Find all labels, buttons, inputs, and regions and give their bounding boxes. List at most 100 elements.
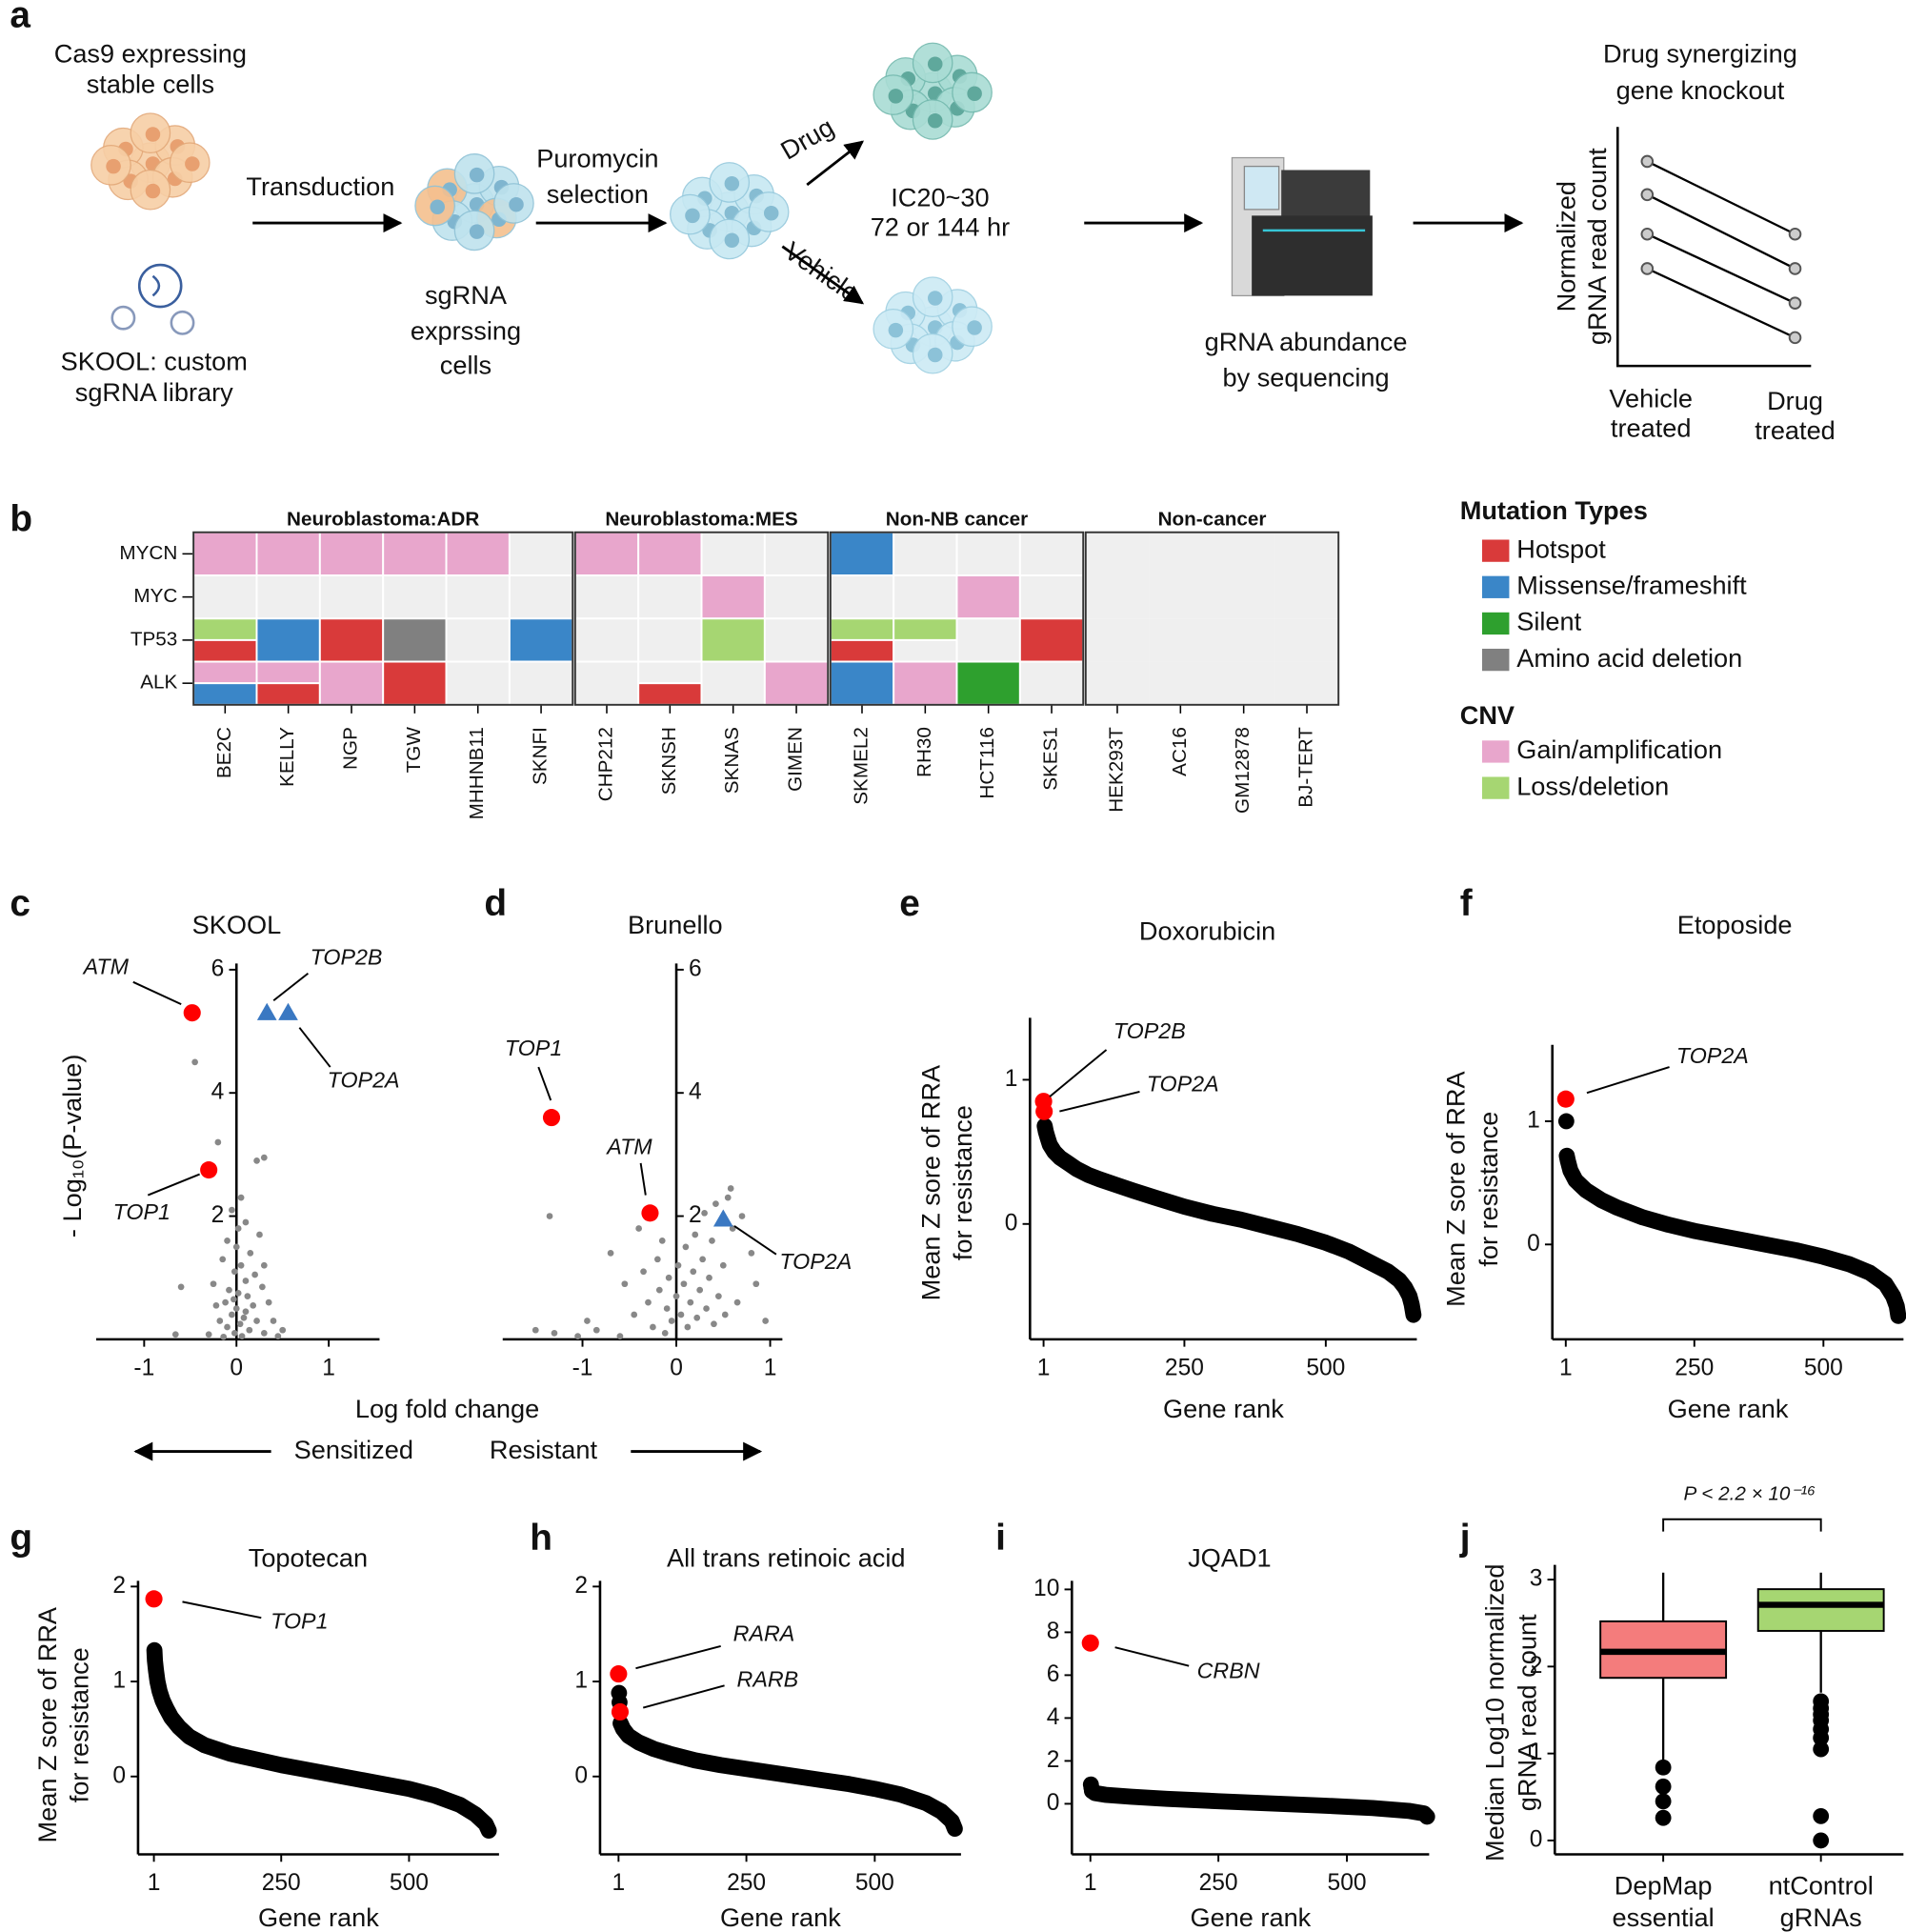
legend-swatch (1482, 575, 1510, 598)
row-label: ALK (140, 672, 177, 694)
outlier (1813, 1832, 1830, 1849)
nucleus (967, 86, 982, 102)
heatmap-cell (763, 531, 830, 576)
x-axis-label: Gene rank (720, 1902, 841, 1932)
point (246, 1326, 253, 1334)
x-tick-label: 500 (1306, 1355, 1345, 1380)
chart-title: Doxorubicin (1139, 916, 1275, 945)
annotation: TOP2A (1676, 1043, 1749, 1068)
y-tick-label: 2 (1530, 1653, 1543, 1679)
y-tick-label: 1 (1527, 1107, 1540, 1133)
point (256, 1231, 263, 1238)
mini-axes (1615, 127, 1812, 368)
arrow (781, 245, 865, 305)
y-tick-label: 0 (574, 1762, 588, 1788)
point (220, 1333, 228, 1340)
heatmap-cell (1212, 575, 1275, 619)
label: sgRNA (425, 280, 508, 310)
significance-bracket (1662, 1518, 1822, 1532)
heatmap-cell (829, 638, 895, 663)
col-label: MHHNB11 (466, 727, 488, 819)
heatmap-cell (700, 617, 766, 663)
outlier (1655, 1759, 1672, 1776)
point (724, 1194, 732, 1201)
x-tick-label: 250 (1675, 1355, 1714, 1380)
point (621, 1280, 629, 1288)
annotation-line (1114, 1646, 1190, 1667)
point (242, 1218, 250, 1226)
outlier (1655, 1778, 1672, 1795)
heatmap-cell (637, 682, 703, 706)
sequencer (1231, 156, 1373, 297)
point (631, 1311, 638, 1318)
highlight-point (542, 1109, 561, 1127)
heatmap-cell (255, 617, 321, 663)
col-label: SKNFI (530, 727, 552, 785)
point (231, 1268, 238, 1276)
heatmap-cell (1018, 660, 1085, 706)
x-tick-label: 1 (1559, 1355, 1573, 1380)
point (210, 1280, 217, 1288)
point (231, 1330, 238, 1337)
annotation-line (639, 1162, 647, 1196)
outlier (1655, 1809, 1672, 1826)
label: Puromycin (536, 143, 658, 172)
col-label: TGW (403, 727, 425, 774)
point (703, 1305, 710, 1312)
point (247, 1249, 254, 1257)
label: Vehicle (1609, 384, 1693, 413)
heatmap-cell (255, 682, 321, 706)
heatmap-cell (318, 574, 385, 620)
y-tick-label: 0 (112, 1762, 126, 1788)
y-tick-label: 4 (211, 1079, 225, 1105)
point (668, 1318, 675, 1324)
point (236, 1320, 244, 1328)
point (645, 1298, 652, 1306)
heatmap-cell (508, 617, 574, 663)
annotation-line (1049, 1049, 1108, 1097)
label: selection (547, 179, 649, 209)
heatmap-cell (637, 617, 703, 663)
x-axis-label: Gene rank (258, 1902, 379, 1932)
annotation: RARB (737, 1666, 799, 1691)
x-tick-label: 500 (1328, 1870, 1367, 1896)
point (212, 1301, 220, 1309)
nucleus (927, 291, 943, 306)
point (260, 1154, 268, 1161)
point (635, 1225, 642, 1232)
point (650, 1323, 656, 1331)
heatmap-cell (573, 574, 640, 620)
point (661, 1330, 669, 1337)
heatmap-cell (1085, 618, 1150, 662)
nucleus (185, 156, 200, 171)
heatmap-cell (955, 617, 1021, 663)
col-label: SKMEL2 (850, 727, 872, 805)
virus-body (137, 263, 183, 309)
heatmap-cell (1274, 532, 1339, 576)
point (699, 1256, 706, 1263)
annotation: TOP2A (1147, 1072, 1219, 1097)
y-tick-label: 4 (1047, 1704, 1060, 1730)
x-tick-label: -1 (572, 1355, 593, 1380)
panel-label: c (10, 883, 30, 924)
chart-title: SKOOL (192, 910, 282, 939)
x-axis-label: Gene rank (1190, 1902, 1311, 1932)
rank-curve (146, 1641, 497, 1840)
annotation-line (147, 1173, 200, 1197)
col-label: BJ-TERT (1294, 727, 1316, 808)
y-tick-label: 2 (211, 1202, 225, 1228)
y-tick-label: 2 (574, 1573, 588, 1599)
y-axis-label: for resistance (65, 1647, 94, 1802)
point (574, 1333, 581, 1340)
point (584, 1318, 591, 1324)
annotation: CRBN (1197, 1658, 1260, 1682)
heatmap-cell (1018, 531, 1085, 576)
heatmap-cell (893, 617, 958, 641)
annotation: TOP2B (311, 944, 383, 969)
nucleus (509, 196, 524, 212)
panel-label: g (10, 1518, 32, 1559)
col-label: SKES1 (1040, 727, 1062, 791)
point (177, 1283, 185, 1291)
mini-dot (1788, 262, 1802, 275)
y-tick-label: 8 (1047, 1619, 1060, 1644)
